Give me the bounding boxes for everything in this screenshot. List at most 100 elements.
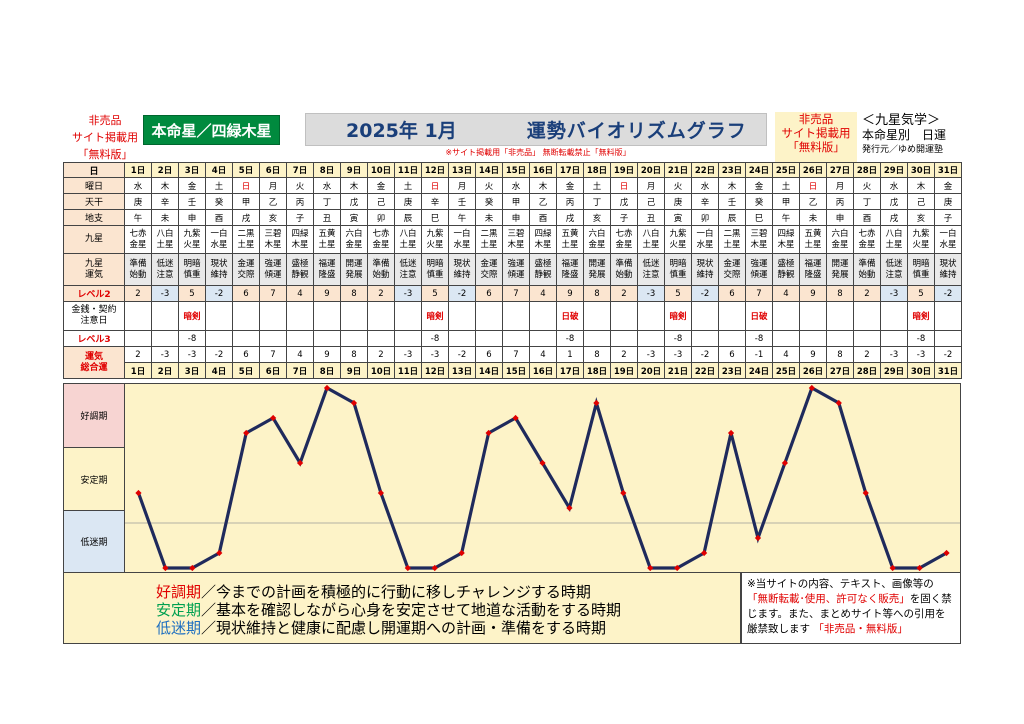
kyusei-num: 七赤 bbox=[129, 228, 147, 239]
kyusei-star: 金星 bbox=[858, 239, 876, 250]
kinsen-cell: 日破 bbox=[556, 301, 584, 331]
unki-cell: 開運 発展 bbox=[826, 253, 854, 286]
unki-cell: 低迷 注意 bbox=[880, 253, 908, 286]
label-total-1: 運気 bbox=[84, 351, 103, 362]
level3-cell: -8 bbox=[421, 330, 449, 347]
kyusei-cell: 五黄 土星 bbox=[313, 225, 341, 254]
total-cell: -2 bbox=[205, 346, 233, 363]
day-cell: 27日 bbox=[826, 162, 854, 178]
unki-bottom: 交際 bbox=[237, 269, 255, 280]
note-line-4-red: 「非売品・無料版」 bbox=[813, 623, 908, 635]
row-total: 運気 総合運 2 -3 -3 -2 6 7 4 9 8 2 -3 -3 -2 6 7 4 1 8 2 -3 -3 -2 6 -1 4… bbox=[63, 346, 962, 379]
kan-cell: 甲 bbox=[502, 193, 530, 210]
kyusei-num: 六白 bbox=[588, 228, 606, 239]
kinsen-cell bbox=[718, 301, 746, 331]
shi-cell: 酉 bbox=[529, 209, 557, 226]
day-cell: 16日 bbox=[529, 162, 557, 178]
unki-top: 明暗 bbox=[912, 258, 930, 269]
note-line-2: 「無断転載･使用、許可なく販売」を固く禁 bbox=[747, 592, 956, 607]
kyusei-cell: 三碧 木星 bbox=[745, 225, 773, 254]
level3-cell bbox=[880, 330, 908, 347]
shi-cell: 午 bbox=[448, 209, 476, 226]
day-bottom-cell: 2日 bbox=[151, 362, 179, 379]
kinsen-cell bbox=[367, 301, 395, 331]
kyusei-cell: 七赤 金星 bbox=[853, 225, 881, 254]
weekday-cell: 月 bbox=[259, 177, 287, 194]
kyusei-num: 九紫 bbox=[669, 228, 687, 239]
kan-cell: 乙 bbox=[259, 193, 287, 210]
total-cell: -3 bbox=[178, 346, 206, 363]
level2-cell: 2 bbox=[853, 285, 881, 302]
unki-bottom: 静観 bbox=[291, 269, 309, 280]
weekday-cell: 水 bbox=[313, 177, 341, 194]
label-kinsen-2: 注意日 bbox=[80, 316, 108, 326]
total-cell: 6 bbox=[718, 346, 746, 363]
weekday-cell: 火 bbox=[475, 177, 503, 194]
weekday-cell: 火 bbox=[286, 177, 314, 194]
unki-cell: 福運 隆盛 bbox=[799, 253, 827, 286]
kyusei-cell: 八白 土星 bbox=[880, 225, 908, 254]
data-point bbox=[916, 564, 923, 572]
day-cell: 12日 bbox=[421, 162, 449, 178]
unki-top: 現状 bbox=[210, 258, 228, 269]
weekday-cell: 金 bbox=[934, 177, 962, 194]
note-line-3: じます。また、まとめサイト等への引用を bbox=[747, 608, 946, 620]
label-day: 日 bbox=[63, 162, 125, 178]
day-bottom-cell: 27日 bbox=[826, 362, 854, 379]
total-cell: -3 bbox=[394, 346, 422, 363]
data-point bbox=[727, 429, 735, 437]
kyusei-num: 一白 bbox=[210, 228, 228, 239]
weekday-cell: 日 bbox=[421, 177, 449, 194]
kyusei-star: 金星 bbox=[372, 239, 390, 250]
total-cell: 9 bbox=[313, 346, 341, 363]
day-cell: 28日 bbox=[853, 162, 881, 178]
level2-cell: 8 bbox=[583, 285, 611, 302]
kyusei-cell: 三碧 木星 bbox=[259, 225, 287, 254]
row-level3: レベル3 -8 -8 -8 -8 -8 -8 bbox=[63, 330, 962, 347]
day-cell: 19日 bbox=[610, 162, 638, 178]
unki-cell: 強運 傾運 bbox=[745, 253, 773, 286]
unki-bottom: 始動 bbox=[858, 269, 876, 280]
unki-cell: 明暗 慎重 bbox=[421, 253, 449, 286]
kyusei-num: 七赤 bbox=[858, 228, 876, 239]
note-line-2-red: 「無断転載･使用、許可なく販売」 bbox=[747, 593, 910, 605]
kan-cell: 丙 bbox=[826, 193, 854, 210]
level2-cell: 5 bbox=[421, 285, 449, 302]
kinsen-cell bbox=[826, 301, 854, 331]
unki-bottom: 発展 bbox=[345, 269, 363, 280]
kan-cell: 戊 bbox=[340, 193, 368, 210]
kinsen-cell bbox=[610, 301, 638, 331]
kinsen-cell bbox=[151, 301, 179, 331]
kinsen-cell bbox=[232, 301, 260, 331]
weekday-cell: 月 bbox=[826, 177, 854, 194]
kyusei-star: 土星 bbox=[156, 239, 174, 250]
level3-cell bbox=[826, 330, 854, 347]
unki-top: 金運 bbox=[480, 258, 498, 269]
unki-top: 明暗 bbox=[426, 258, 444, 269]
day-cell: 21日 bbox=[664, 162, 692, 178]
level2-cell: -3 bbox=[394, 285, 422, 302]
weekday-cell: 水 bbox=[880, 177, 908, 194]
day-bottom-cell: 9日 bbox=[340, 362, 368, 379]
kinsen-cell bbox=[853, 301, 881, 331]
kinsen-cell bbox=[880, 301, 908, 331]
kyusei-star: 土星 bbox=[561, 239, 579, 250]
level3-cell bbox=[853, 330, 881, 347]
shi-cell: 未 bbox=[475, 209, 503, 226]
unki-bottom: 慎重 bbox=[426, 269, 444, 280]
unki-top: 低迷 bbox=[399, 258, 417, 269]
legend-stable: 安定期／基本を確認しながら心身を安定させて地道な活動をする時期 bbox=[156, 600, 621, 620]
unki-top: 開運 bbox=[831, 258, 849, 269]
unki-cell: 低迷 注意 bbox=[637, 253, 665, 286]
total-cell: -3 bbox=[880, 346, 908, 363]
level3-cell bbox=[367, 330, 395, 347]
day-cell: 3日 bbox=[178, 162, 206, 178]
right-label-line-1: 非売品 bbox=[798, 112, 834, 126]
kinsen-cell bbox=[583, 301, 611, 331]
unki-bottom: 隆盛 bbox=[318, 269, 336, 280]
warning-text: ※サイト掲載用「非売品」 無断転載禁止「無料版」 bbox=[445, 148, 631, 157]
kyusei-cell: 七赤 金星 bbox=[610, 225, 638, 254]
level2-cell: 4 bbox=[286, 285, 314, 302]
total-cell: 4 bbox=[772, 346, 800, 363]
kyusei-num: 二黒 bbox=[237, 228, 255, 239]
